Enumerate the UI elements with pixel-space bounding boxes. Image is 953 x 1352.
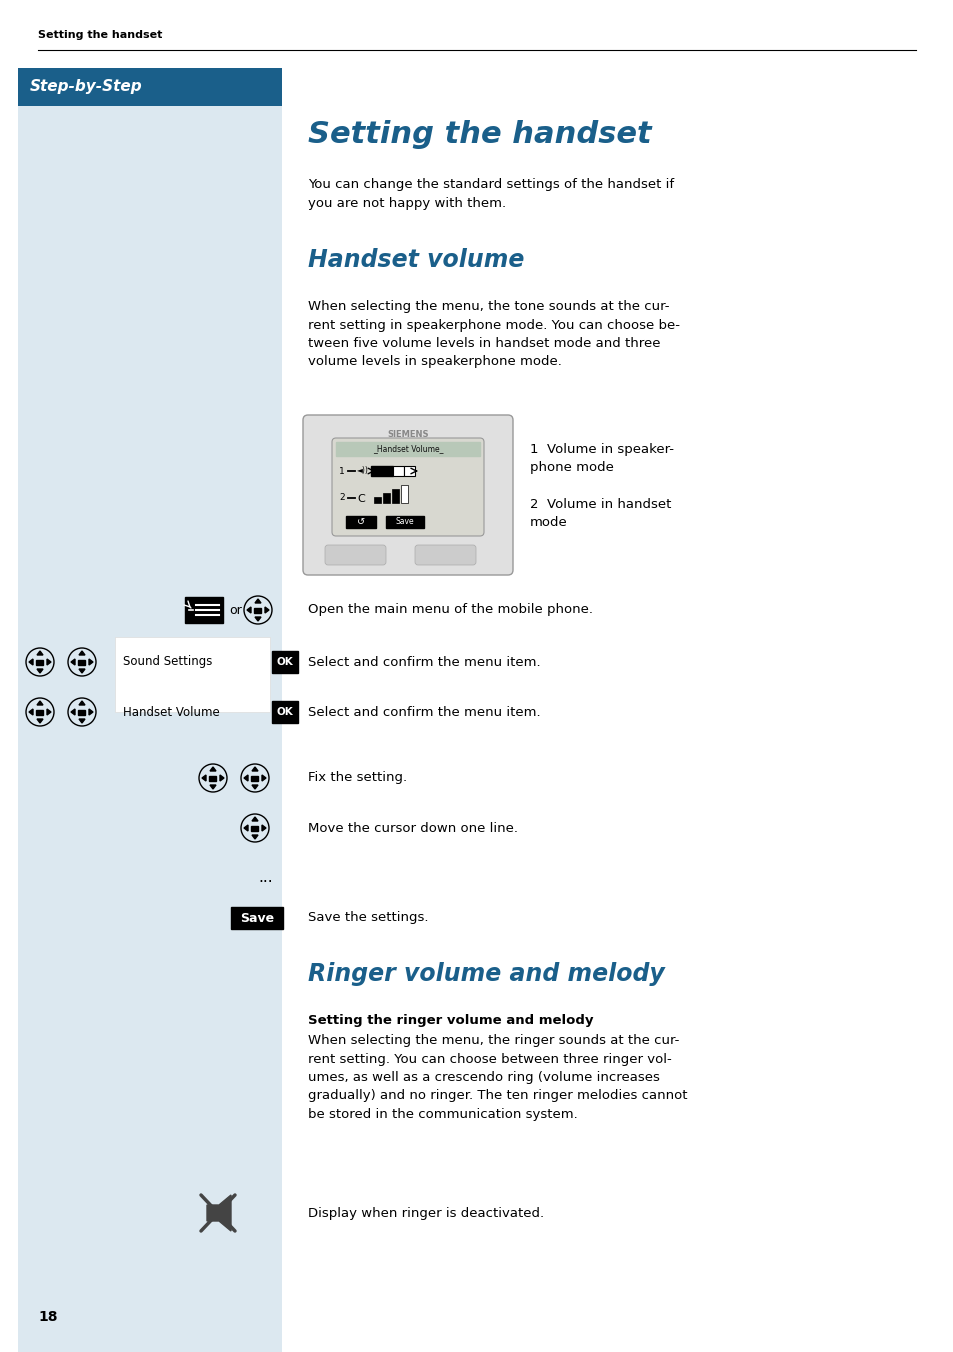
FancyBboxPatch shape <box>332 438 483 535</box>
Polygon shape <box>252 767 257 771</box>
Text: Setting the handset: Setting the handset <box>308 120 651 149</box>
Text: 2: 2 <box>338 493 344 503</box>
Polygon shape <box>252 836 257 840</box>
Bar <box>36 710 44 714</box>
Bar <box>386 516 423 529</box>
Polygon shape <box>37 719 43 723</box>
Polygon shape <box>247 607 251 612</box>
Text: 2  Volume in handset
mode: 2 Volume in handset mode <box>530 498 671 529</box>
Bar <box>115 637 270 713</box>
Text: OK: OK <box>276 657 294 667</box>
Text: Display when ringer is deactivated.: Display when ringer is deactivated. <box>308 1207 543 1220</box>
Text: Handset Volume: Handset Volume <box>123 706 219 718</box>
Polygon shape <box>71 708 75 715</box>
Text: Fix the setting.: Fix the setting. <box>308 772 407 784</box>
Polygon shape <box>29 658 33 665</box>
Polygon shape <box>207 1195 231 1232</box>
Text: _Handset Volume_: _Handset Volume_ <box>373 445 443 453</box>
Bar <box>231 907 283 929</box>
Text: Save the settings.: Save the settings. <box>308 911 428 925</box>
Text: ...: ... <box>257 871 273 886</box>
Polygon shape <box>29 708 33 715</box>
Bar <box>18 68 282 105</box>
Polygon shape <box>265 607 269 612</box>
Polygon shape <box>37 700 43 704</box>
Text: Setting the handset: Setting the handset <box>38 30 162 41</box>
Text: When selecting the menu, the tone sounds at the cur-
rent setting in speakerphon: When selecting the menu, the tone sounds… <box>308 300 679 369</box>
Bar <box>252 826 258 830</box>
Text: Select and confirm the menu item.: Select and confirm the menu item. <box>308 706 540 718</box>
Polygon shape <box>89 708 92 715</box>
Polygon shape <box>262 775 266 781</box>
FancyBboxPatch shape <box>303 415 513 575</box>
Polygon shape <box>210 767 215 771</box>
Bar <box>346 516 375 529</box>
Polygon shape <box>244 775 248 781</box>
Text: Save: Save <box>395 518 414 526</box>
Bar <box>78 660 86 664</box>
Bar <box>78 710 86 714</box>
Text: You can change the standard settings of the handset if
you are not happy with th: You can change the standard settings of … <box>308 178 674 210</box>
Polygon shape <box>37 669 43 673</box>
Bar <box>36 660 44 664</box>
Bar <box>254 607 261 612</box>
Text: SIEMENS: SIEMENS <box>387 430 428 439</box>
Text: Save: Save <box>240 911 274 925</box>
Polygon shape <box>210 786 215 790</box>
Bar <box>18 68 282 1352</box>
Text: 1  Volume in speaker-
phone mode: 1 Volume in speaker- phone mode <box>530 443 673 475</box>
Text: Sound Settings: Sound Settings <box>123 656 213 668</box>
Bar <box>403 466 415 476</box>
FancyBboxPatch shape <box>415 545 476 565</box>
Bar <box>400 485 408 503</box>
Bar <box>371 466 393 476</box>
Polygon shape <box>244 825 248 831</box>
Text: 1: 1 <box>338 466 344 476</box>
Bar <box>252 776 258 780</box>
Text: ↺: ↺ <box>356 516 365 527</box>
Bar <box>335 442 479 456</box>
Bar <box>382 493 390 503</box>
Text: 18: 18 <box>38 1310 57 1324</box>
Polygon shape <box>254 599 261 603</box>
Bar <box>210 776 216 780</box>
Bar <box>185 598 223 623</box>
Polygon shape <box>220 775 224 781</box>
Text: Open the main menu of the mobile phone.: Open the main menu of the mobile phone. <box>308 603 593 617</box>
Text: C: C <box>356 493 364 504</box>
Text: Handset volume: Handset volume <box>308 247 524 272</box>
Polygon shape <box>79 700 85 704</box>
Text: ◄)): ◄)) <box>356 466 369 476</box>
Text: or: or <box>229 603 241 617</box>
Text: Step-by-Step: Step-by-Step <box>30 80 143 95</box>
Polygon shape <box>252 817 257 821</box>
Bar <box>374 498 380 503</box>
Text: Move the cursor down one line.: Move the cursor down one line. <box>308 822 517 834</box>
Polygon shape <box>47 708 51 715</box>
Polygon shape <box>47 658 51 665</box>
Polygon shape <box>202 775 206 781</box>
Text: When selecting the menu, the ringer sounds at the cur-
rent setting. You can cho: When selecting the menu, the ringer soun… <box>308 1034 687 1121</box>
Bar <box>392 489 398 503</box>
Polygon shape <box>252 786 257 790</box>
Text: Setting the ringer volume and melody: Setting the ringer volume and melody <box>308 1014 593 1028</box>
Bar <box>393 466 403 476</box>
Bar <box>272 700 297 723</box>
Text: Select and confirm the menu item.: Select and confirm the menu item. <box>308 656 540 668</box>
Polygon shape <box>37 652 43 654</box>
FancyBboxPatch shape <box>325 545 386 565</box>
Polygon shape <box>89 658 92 665</box>
Polygon shape <box>254 617 261 621</box>
Polygon shape <box>79 652 85 654</box>
Polygon shape <box>79 669 85 673</box>
Polygon shape <box>262 825 266 831</box>
Bar <box>272 652 297 673</box>
Polygon shape <box>79 719 85 723</box>
Polygon shape <box>71 658 75 665</box>
Text: Ringer volume and melody: Ringer volume and melody <box>308 963 664 986</box>
Text: OK: OK <box>276 707 294 717</box>
